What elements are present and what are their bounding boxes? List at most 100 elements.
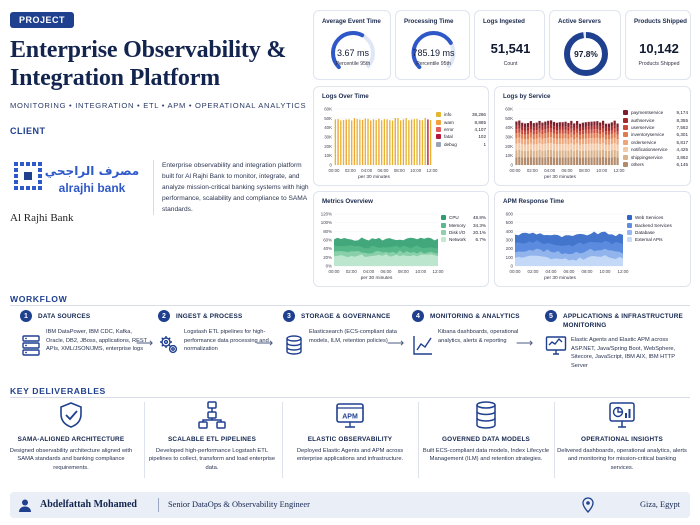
project-badge: PROJECT bbox=[10, 12, 75, 28]
bar-segment bbox=[596, 157, 599, 165]
legend-item: CPU 48.8% bbox=[441, 214, 486, 221]
bar-segment bbox=[535, 138, 538, 145]
bar-segment bbox=[532, 157, 535, 165]
deliverable-sama: SAMA-ALIGNED ARCHITECTURE Designed obser… bbox=[6, 400, 136, 472]
x-axis-label: per 30 minutes bbox=[544, 276, 576, 281]
bar-segment bbox=[515, 133, 518, 139]
bar-segment bbox=[550, 143, 553, 150]
bar-segment bbox=[590, 125, 593, 130]
bar-segment bbox=[535, 150, 538, 158]
bar-segment bbox=[593, 125, 596, 130]
legend-swatch bbox=[627, 229, 632, 235]
legend-item: shippingservice 3,862 bbox=[623, 153, 688, 160]
bar-segment bbox=[610, 150, 613, 158]
bar bbox=[416, 118, 418, 165]
kpi-caption: Percentile 95th bbox=[335, 61, 371, 67]
bar-segment bbox=[541, 157, 544, 165]
y-tick-label: 60K bbox=[505, 107, 513, 112]
bar-segment bbox=[544, 121, 547, 126]
bar-segment bbox=[550, 137, 553, 144]
kpi-value: 10,142 bbox=[639, 41, 679, 56]
bar-segment bbox=[567, 157, 570, 165]
x-tick-label: 12:00 bbox=[614, 168, 626, 173]
bar bbox=[383, 119, 386, 165]
bar-segment bbox=[547, 143, 550, 150]
metrics-overview-chart: 120% 100% 80% 60% 40% 20% 0%00:00 02:00 04:00 06:… bbox=[321, 212, 445, 275]
legend-item: Backend Services bbox=[627, 221, 689, 228]
x-axis-label: per 30 minutes bbox=[544, 175, 576, 180]
bar-segment bbox=[521, 138, 524, 145]
area-series bbox=[334, 254, 438, 266]
bar-segment bbox=[521, 157, 524, 165]
bar-segment bbox=[578, 123, 582, 128]
bar-segment bbox=[529, 157, 532, 165]
bar-segment bbox=[561, 138, 564, 145]
legend-swatch bbox=[441, 215, 446, 221]
bar-segment bbox=[596, 129, 599, 133]
bar-segment bbox=[564, 129, 567, 134]
bar-segment bbox=[521, 126, 524, 131]
bar-segment bbox=[524, 150, 527, 158]
bar bbox=[410, 119, 413, 165]
bar bbox=[400, 120, 402, 165]
bar-segment bbox=[602, 149, 605, 158]
legend-label: warn bbox=[444, 119, 454, 125]
logo-latin: alrajhi bank bbox=[59, 181, 126, 195]
bar-segment bbox=[564, 143, 567, 151]
y-tick-label: 0% bbox=[326, 264, 332, 269]
bar-segment bbox=[538, 137, 541, 144]
bar-segment bbox=[604, 134, 608, 140]
legend-swatch bbox=[623, 161, 628, 167]
bar-segment bbox=[616, 150, 619, 158]
bar bbox=[359, 119, 361, 165]
bar-segment bbox=[558, 144, 561, 151]
apm-window-icon: APM bbox=[336, 403, 364, 428]
legend-value: 8,885 bbox=[474, 119, 487, 125]
x-tick-label: 12:00 bbox=[427, 168, 439, 173]
bar-segment bbox=[607, 123, 610, 128]
bar bbox=[394, 118, 396, 165]
bar-segment bbox=[538, 125, 541, 129]
y-tick-label: 0 bbox=[511, 264, 514, 269]
x-tick-label: 00:00 bbox=[510, 269, 522, 274]
bar-segment bbox=[524, 139, 527, 145]
bar-segment bbox=[596, 132, 599, 138]
bar-segment bbox=[547, 157, 550, 165]
panel-logs-by-service: Logs by Service 60K 50K 40K 30K 20K 10K 0 00:00… bbox=[494, 86, 691, 186]
y-tick-label: 100 bbox=[506, 255, 514, 260]
bar-segment bbox=[535, 126, 538, 131]
bar-segment bbox=[581, 157, 584, 165]
bar-segment bbox=[599, 150, 602, 158]
bar-segment bbox=[570, 128, 573, 133]
deliverable-etl: SCALABLE ETL PIPELINES Developed high-pe… bbox=[147, 400, 277, 472]
bar-segment bbox=[610, 126, 613, 131]
bar-segment bbox=[535, 157, 538, 165]
bar-segment bbox=[587, 129, 590, 134]
bar bbox=[345, 119, 347, 165]
bar bbox=[408, 120, 410, 165]
legend-label: authservice bbox=[631, 117, 655, 123]
bar-segment bbox=[521, 130, 524, 135]
bar-segment bbox=[607, 127, 610, 132]
x-tick-label: 12:00 bbox=[433, 269, 445, 274]
y-tick-label: 0 bbox=[511, 163, 514, 168]
x-tick-label: 00:00 bbox=[329, 269, 341, 274]
y-tick-label: 30K bbox=[505, 135, 513, 140]
bar-segment bbox=[570, 149, 573, 158]
bar-segment bbox=[613, 120, 616, 126]
bar-segment bbox=[576, 132, 579, 138]
bar-segment bbox=[532, 150, 535, 158]
legend-label: userservice bbox=[631, 124, 655, 130]
bar bbox=[361, 119, 364, 165]
bar-segment bbox=[529, 128, 532, 133]
legend-label: notificationservice bbox=[631, 147, 668, 153]
x-tick-label: 04:00 bbox=[361, 168, 373, 173]
x-tick-label: 02:00 bbox=[528, 269, 540, 274]
bar-segment bbox=[581, 126, 584, 131]
bar-segment bbox=[541, 130, 544, 135]
bar-segment bbox=[535, 144, 538, 151]
bar-segment bbox=[596, 125, 599, 130]
legend-swatch bbox=[436, 126, 441, 132]
bar-segment bbox=[561, 129, 564, 134]
y-tick-label: 40K bbox=[505, 125, 513, 130]
